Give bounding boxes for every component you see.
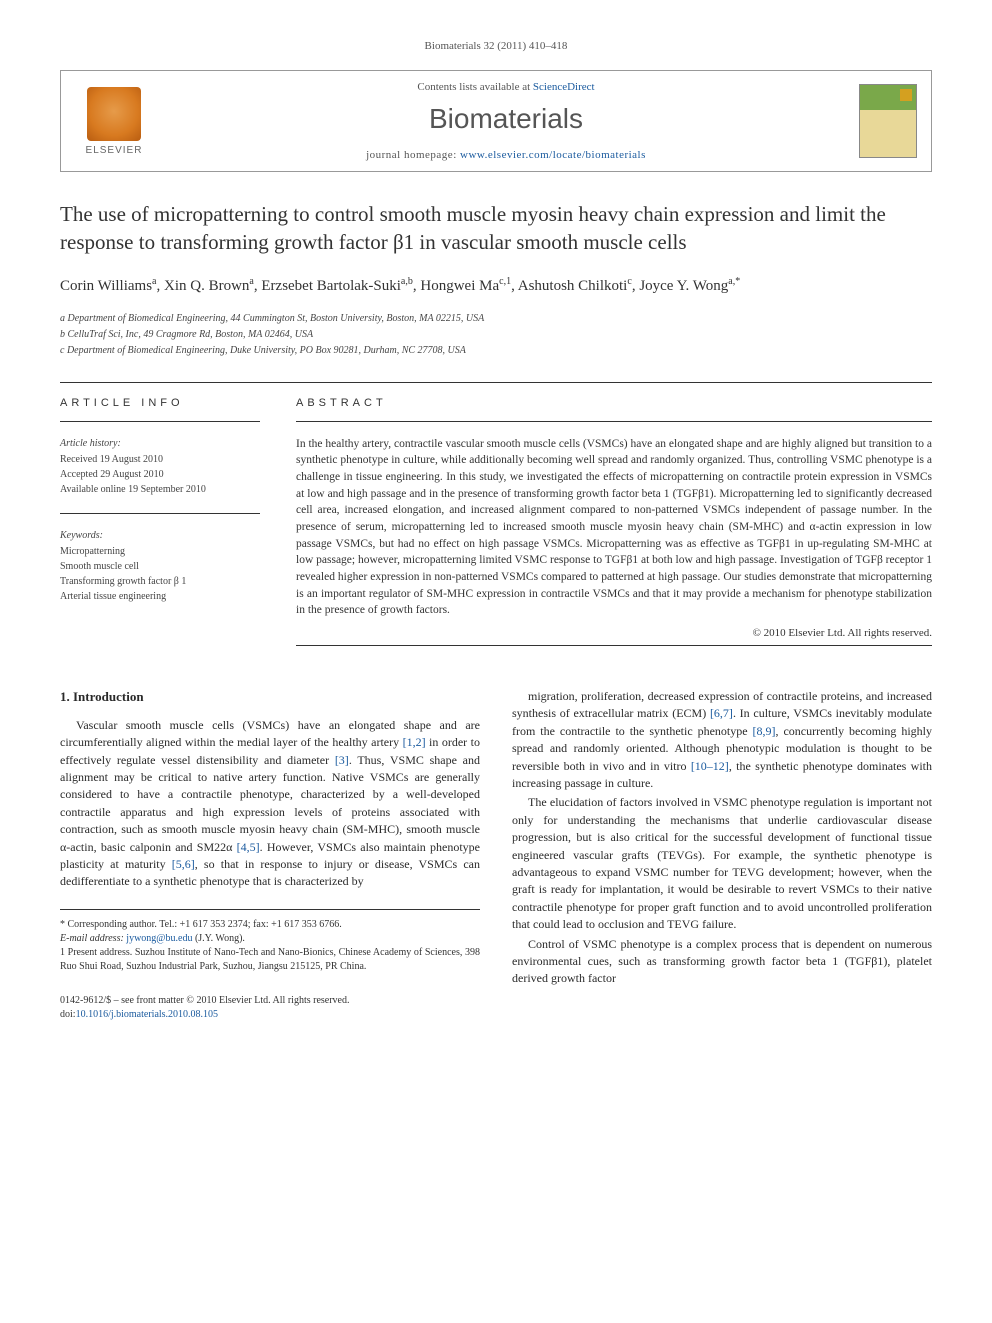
footnotes: * Corresponding author. Tel.: +1 617 353…	[60, 909, 480, 974]
history-received: Received 19 August 2010	[60, 452, 260, 467]
keyword: Transforming growth factor β 1	[60, 574, 260, 589]
homepage-link[interactable]: www.elsevier.com/locate/biomaterials	[460, 149, 646, 161]
keyword: Smooth muscle cell	[60, 559, 260, 574]
author-list: Corin Williamsa, Xin Q. Browna, Erzsebet…	[60, 275, 932, 297]
body-column-left: 1. Introduction Vascular smooth muscle c…	[60, 688, 480, 1022]
keywords-block: Keywords: Micropatterning Smooth muscle …	[60, 528, 260, 604]
publisher-logo: ELSEVIER	[75, 87, 153, 156]
journal-cover-thumbnail	[859, 84, 917, 158]
doi-link[interactable]: 10.1016/j.biomaterials.2010.08.105	[76, 1009, 219, 1020]
intro-paragraph-3: The elucidation of factors involved in V…	[512, 794, 932, 933]
keyword: Micropatterning	[60, 544, 260, 559]
journal-reference: Biomaterials 32 (2011) 410–418	[60, 40, 932, 52]
affiliation-c: c Department of Biomedical Engineering, …	[60, 343, 932, 358]
homepage-prefix: journal homepage:	[366, 149, 460, 161]
history-accepted: Accepted 29 August 2010	[60, 467, 260, 482]
divider	[60, 382, 932, 383]
bottom-issn-doi: 0142-9612/$ – see front matter © 2010 El…	[60, 994, 480, 1022]
publisher-label: ELSEVIER	[86, 145, 143, 156]
abstract-heading: ABSTRACT	[296, 397, 932, 409]
body-two-column: 1. Introduction Vascular smooth muscle c…	[60, 688, 932, 1022]
article-title: The use of micropatterning to control sm…	[60, 200, 932, 257]
divider	[60, 513, 260, 514]
intro-paragraph-2: migration, proliferation, decreased expr…	[512, 688, 932, 792]
journal-header: ELSEVIER Contents lists available at Sci…	[60, 70, 932, 172]
copyright-line: © 2010 Elsevier Ltd. All rights reserved…	[296, 627, 932, 639]
email-line: E-mail address: jywong@bu.edu (J.Y. Wong…	[60, 932, 480, 946]
issn-line: 0142-9612/$ – see front matter © 2010 El…	[60, 994, 480, 1008]
corresponding-author-note: * Corresponding author. Tel.: +1 617 353…	[60, 918, 480, 932]
intro-paragraph-1: Vascular smooth muscle cells (VSMCs) hav…	[60, 717, 480, 891]
article-history: Article history: Received 19 August 2010…	[60, 436, 260, 497]
history-online: Available online 19 September 2010	[60, 482, 260, 497]
email-suffix: (J.Y. Wong).	[192, 933, 244, 944]
homepage-line: journal homepage: www.elsevier.com/locat…	[153, 149, 859, 161]
abstract-text: In the healthy artery, contractile vascu…	[296, 436, 932, 619]
sciencedirect-link[interactable]: ScienceDirect	[533, 81, 595, 93]
intro-paragraph-4: Control of VSMC phenotype is a complex p…	[512, 936, 932, 988]
article-info-heading: ARTICLE INFO	[60, 397, 260, 409]
keywords-head: Keywords:	[60, 528, 260, 543]
affiliations: a Department of Biomedical Engineering, …	[60, 311, 932, 358]
history-head: Article history:	[60, 436, 260, 451]
affiliation-b: b CelluTraf Sci, Inc, 49 Cragmore Rd, Bo…	[60, 327, 932, 342]
abstract-column: ABSTRACT In the healthy artery, contract…	[296, 397, 932, 660]
intro-heading: 1. Introduction	[60, 688, 480, 707]
contents-prefix: Contents lists available at	[417, 81, 532, 93]
affiliation-a: a Department of Biomedical Engineering, …	[60, 311, 932, 326]
article-info-column: ARTICLE INFO Article history: Received 1…	[60, 397, 260, 660]
body-column-right: migration, proliferation, decreased expr…	[512, 688, 932, 1022]
present-address-note: 1 Present address. Suzhou Institute of N…	[60, 946, 480, 974]
divider	[60, 421, 260, 422]
divider	[296, 645, 932, 646]
email-link[interactable]: jywong@bu.edu	[126, 933, 192, 944]
divider	[296, 421, 932, 422]
email-label: E-mail address:	[60, 933, 126, 944]
doi-label: doi:	[60, 1009, 76, 1020]
contents-list-line: Contents lists available at ScienceDirec…	[153, 81, 859, 93]
elsevier-tree-icon	[87, 87, 141, 141]
journal-title: Biomaterials	[153, 103, 859, 135]
keyword: Arterial tissue engineering	[60, 589, 260, 604]
